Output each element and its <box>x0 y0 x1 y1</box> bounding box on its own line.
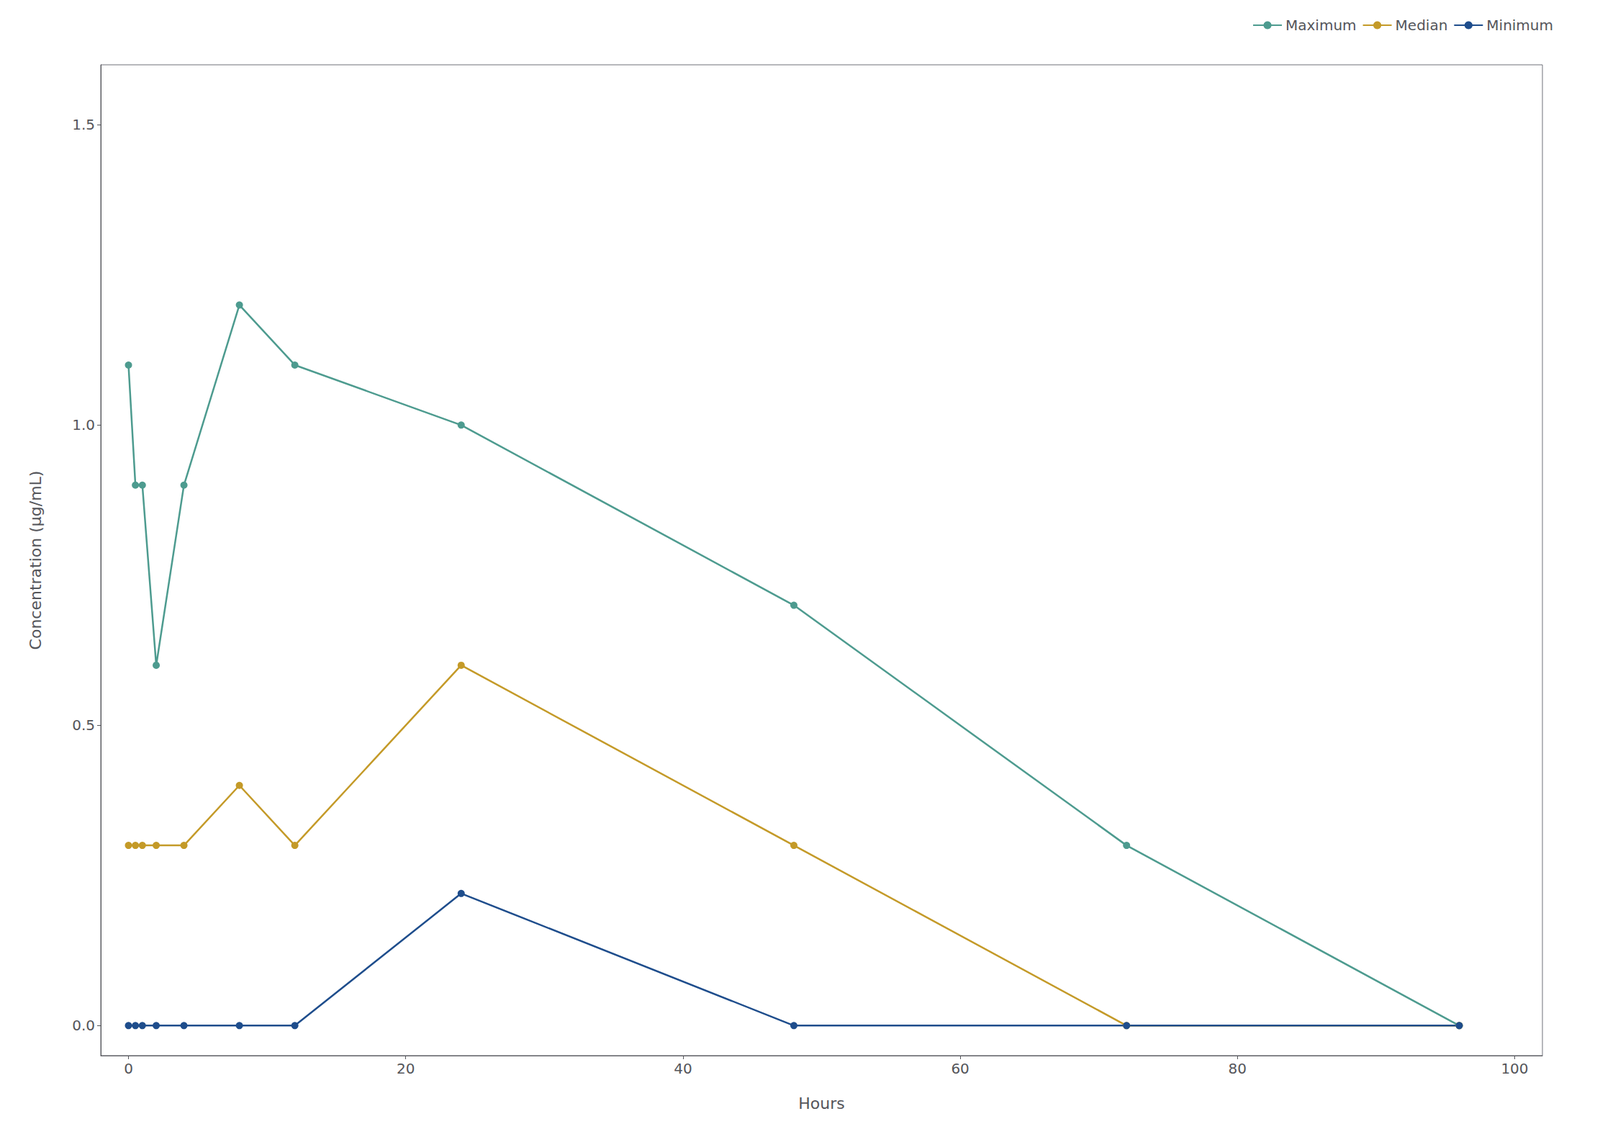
svg-text:Hours: Hours <box>798 1094 845 1113</box>
svg-text:40: 40 <box>673 1059 692 1077</box>
svg-text:0: 0 <box>123 1059 134 1077</box>
svg-text:80: 80 <box>1228 1059 1247 1077</box>
svg-text:Minimum: Minimum <box>1486 16 1554 34</box>
svg-text:1.0: 1.0 <box>71 416 96 434</box>
svg-text:Median: Median <box>1395 16 1449 34</box>
svg-text:20: 20 <box>396 1059 415 1077</box>
svg-text:100: 100 <box>1500 1059 1529 1077</box>
svg-text:Concentration (μg/mL): Concentration (μg/mL) <box>26 470 45 650</box>
svg-text:0.0: 0.0 <box>71 1016 96 1034</box>
svg-text:Maximum: Maximum <box>1285 16 1357 34</box>
svg-text:0.5: 0.5 <box>71 716 96 734</box>
svg-text:1.5: 1.5 <box>71 115 96 134</box>
svg-text:60: 60 <box>950 1059 969 1077</box>
